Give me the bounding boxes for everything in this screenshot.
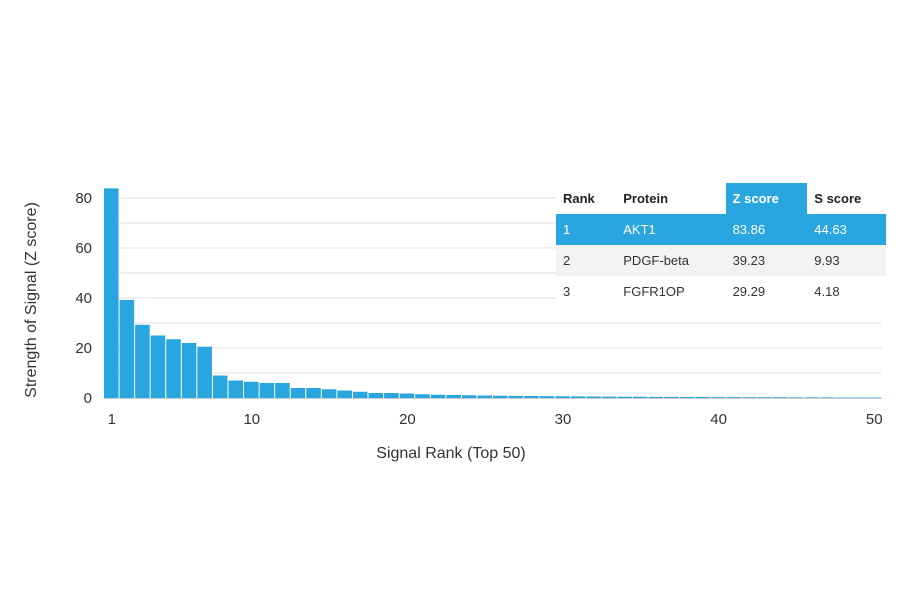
bar-rank-6 [181, 343, 197, 398]
bar-rank-32 [586, 396, 601, 398]
cell-rank: 1 [556, 214, 617, 245]
bar-rank-11 [259, 383, 275, 398]
bar-rank-19 [384, 393, 399, 398]
table-row: 3 FGFR1OP 29.29 4.18 [556, 276, 886, 307]
cell-protein: AKT1 [616, 214, 726, 245]
cell-z-score: 39.23 [725, 245, 808, 276]
cell-z-score: 83.86 [725, 214, 808, 245]
bars [104, 188, 881, 399]
x-tick-label: 10 [243, 411, 260, 428]
bar-rank-20 [399, 393, 415, 398]
y-tick-label: 0 [84, 390, 92, 407]
cell-z-score: 29.29 [725, 276, 808, 307]
bar-rank-10 [244, 381, 259, 398]
bar-rank-29 [539, 396, 555, 399]
x-axis-title: Signal Rank (Top 50) [376, 445, 525, 462]
bar-rank-35 [633, 396, 648, 398]
bar-rank-2 [119, 299, 135, 398]
y-tick-label: 80 [75, 190, 92, 207]
bar-rank-28 [524, 396, 539, 398]
bar-rank-39 [695, 397, 710, 398]
bar-rank-5 [166, 339, 181, 398]
bar-rank-50 [866, 397, 881, 399]
cell-rank: 3 [556, 276, 617, 307]
bar-rank-48 [835, 397, 850, 399]
bar-rank-4 [150, 335, 166, 398]
y-tick-labels: 0 20 40 60 80 [75, 190, 92, 407]
x-tick-label: 20 [399, 411, 416, 428]
bar-rank-49 [850, 397, 866, 399]
bar-rank-9 [228, 380, 244, 398]
header-protein: Protein [616, 183, 726, 214]
table-row: 2 PDGF-beta 39.23 9.93 [556, 245, 886, 276]
bar-rank-1 [104, 188, 119, 398]
bar-rank-37 [664, 396, 679, 399]
cell-s-score: 4.18 [807, 276, 886, 307]
bar-rank-3 [135, 324, 150, 398]
cell-rank: 2 [556, 245, 617, 276]
bar-rank-44 [773, 397, 788, 399]
bar-rank-31 [570, 396, 586, 399]
bar-rank-22 [430, 394, 446, 398]
bar-rank-33 [601, 396, 617, 399]
bar-rank-23 [446, 395, 461, 398]
header-s-score: S score [807, 183, 886, 214]
bar-rank-25 [477, 395, 492, 398]
bar-rank-18 [368, 393, 384, 398]
bar-rank-34 [617, 396, 633, 398]
bar-rank-36 [648, 396, 664, 399]
x-tick-label: 30 [555, 411, 572, 428]
bar-rank-45 [788, 397, 804, 399]
header-rank: Rank [556, 183, 617, 214]
x-tick-label: 40 [710, 411, 727, 428]
bar-rank-24 [461, 395, 477, 398]
bar-rank-40 [710, 397, 726, 399]
x-tick-label: 50 [866, 411, 883, 428]
bar-rank-47 [819, 397, 835, 399]
bar-rank-38 [679, 397, 695, 398]
table-row: 1 AKT1 83.86 44.63 [556, 214, 886, 245]
bar-rank-30 [555, 396, 570, 398]
bar-rank-17 [352, 391, 368, 398]
bar-rank-7 [197, 346, 212, 398]
bar-rank-42 [741, 397, 757, 399]
y-tick-label: 40 [75, 290, 92, 307]
top-signals-table: Rank Protein Z score S score 1 AKT1 83.8… [556, 183, 886, 307]
bar-rank-43 [757, 397, 773, 399]
cell-s-score: 44.63 [807, 214, 886, 245]
cell-protein: FGFR1OP [616, 276, 726, 307]
bar-rank-21 [415, 394, 430, 398]
bar-rank-12 [275, 383, 290, 398]
bar-rank-8 [212, 375, 228, 398]
x-tick-labels: 1 10 20 30 40 50 [108, 411, 883, 428]
cell-protein: PDGF-beta [616, 245, 726, 276]
bar-rank-46 [804, 397, 819, 399]
table-header-row: Rank Protein Z score S score [556, 183, 886, 214]
bar-rank-13 [290, 388, 306, 398]
bar-rank-14 [306, 388, 321, 398]
bar-rank-27 [508, 395, 524, 399]
y-axis-title: Strength of Signal (Z score) [23, 202, 40, 398]
gridlines [104, 197, 882, 374]
bar-rank-15 [321, 389, 337, 398]
y-tick-label: 60 [75, 240, 92, 257]
bar-rank-26 [493, 395, 508, 398]
bar-rank-41 [726, 397, 741, 399]
y-tick-label: 20 [75, 340, 92, 357]
cell-s-score: 9.93 [807, 245, 886, 276]
header-z-score: Z score [725, 183, 808, 214]
bar-rank-16 [337, 390, 352, 398]
x-tick-label: 1 [108, 411, 116, 428]
